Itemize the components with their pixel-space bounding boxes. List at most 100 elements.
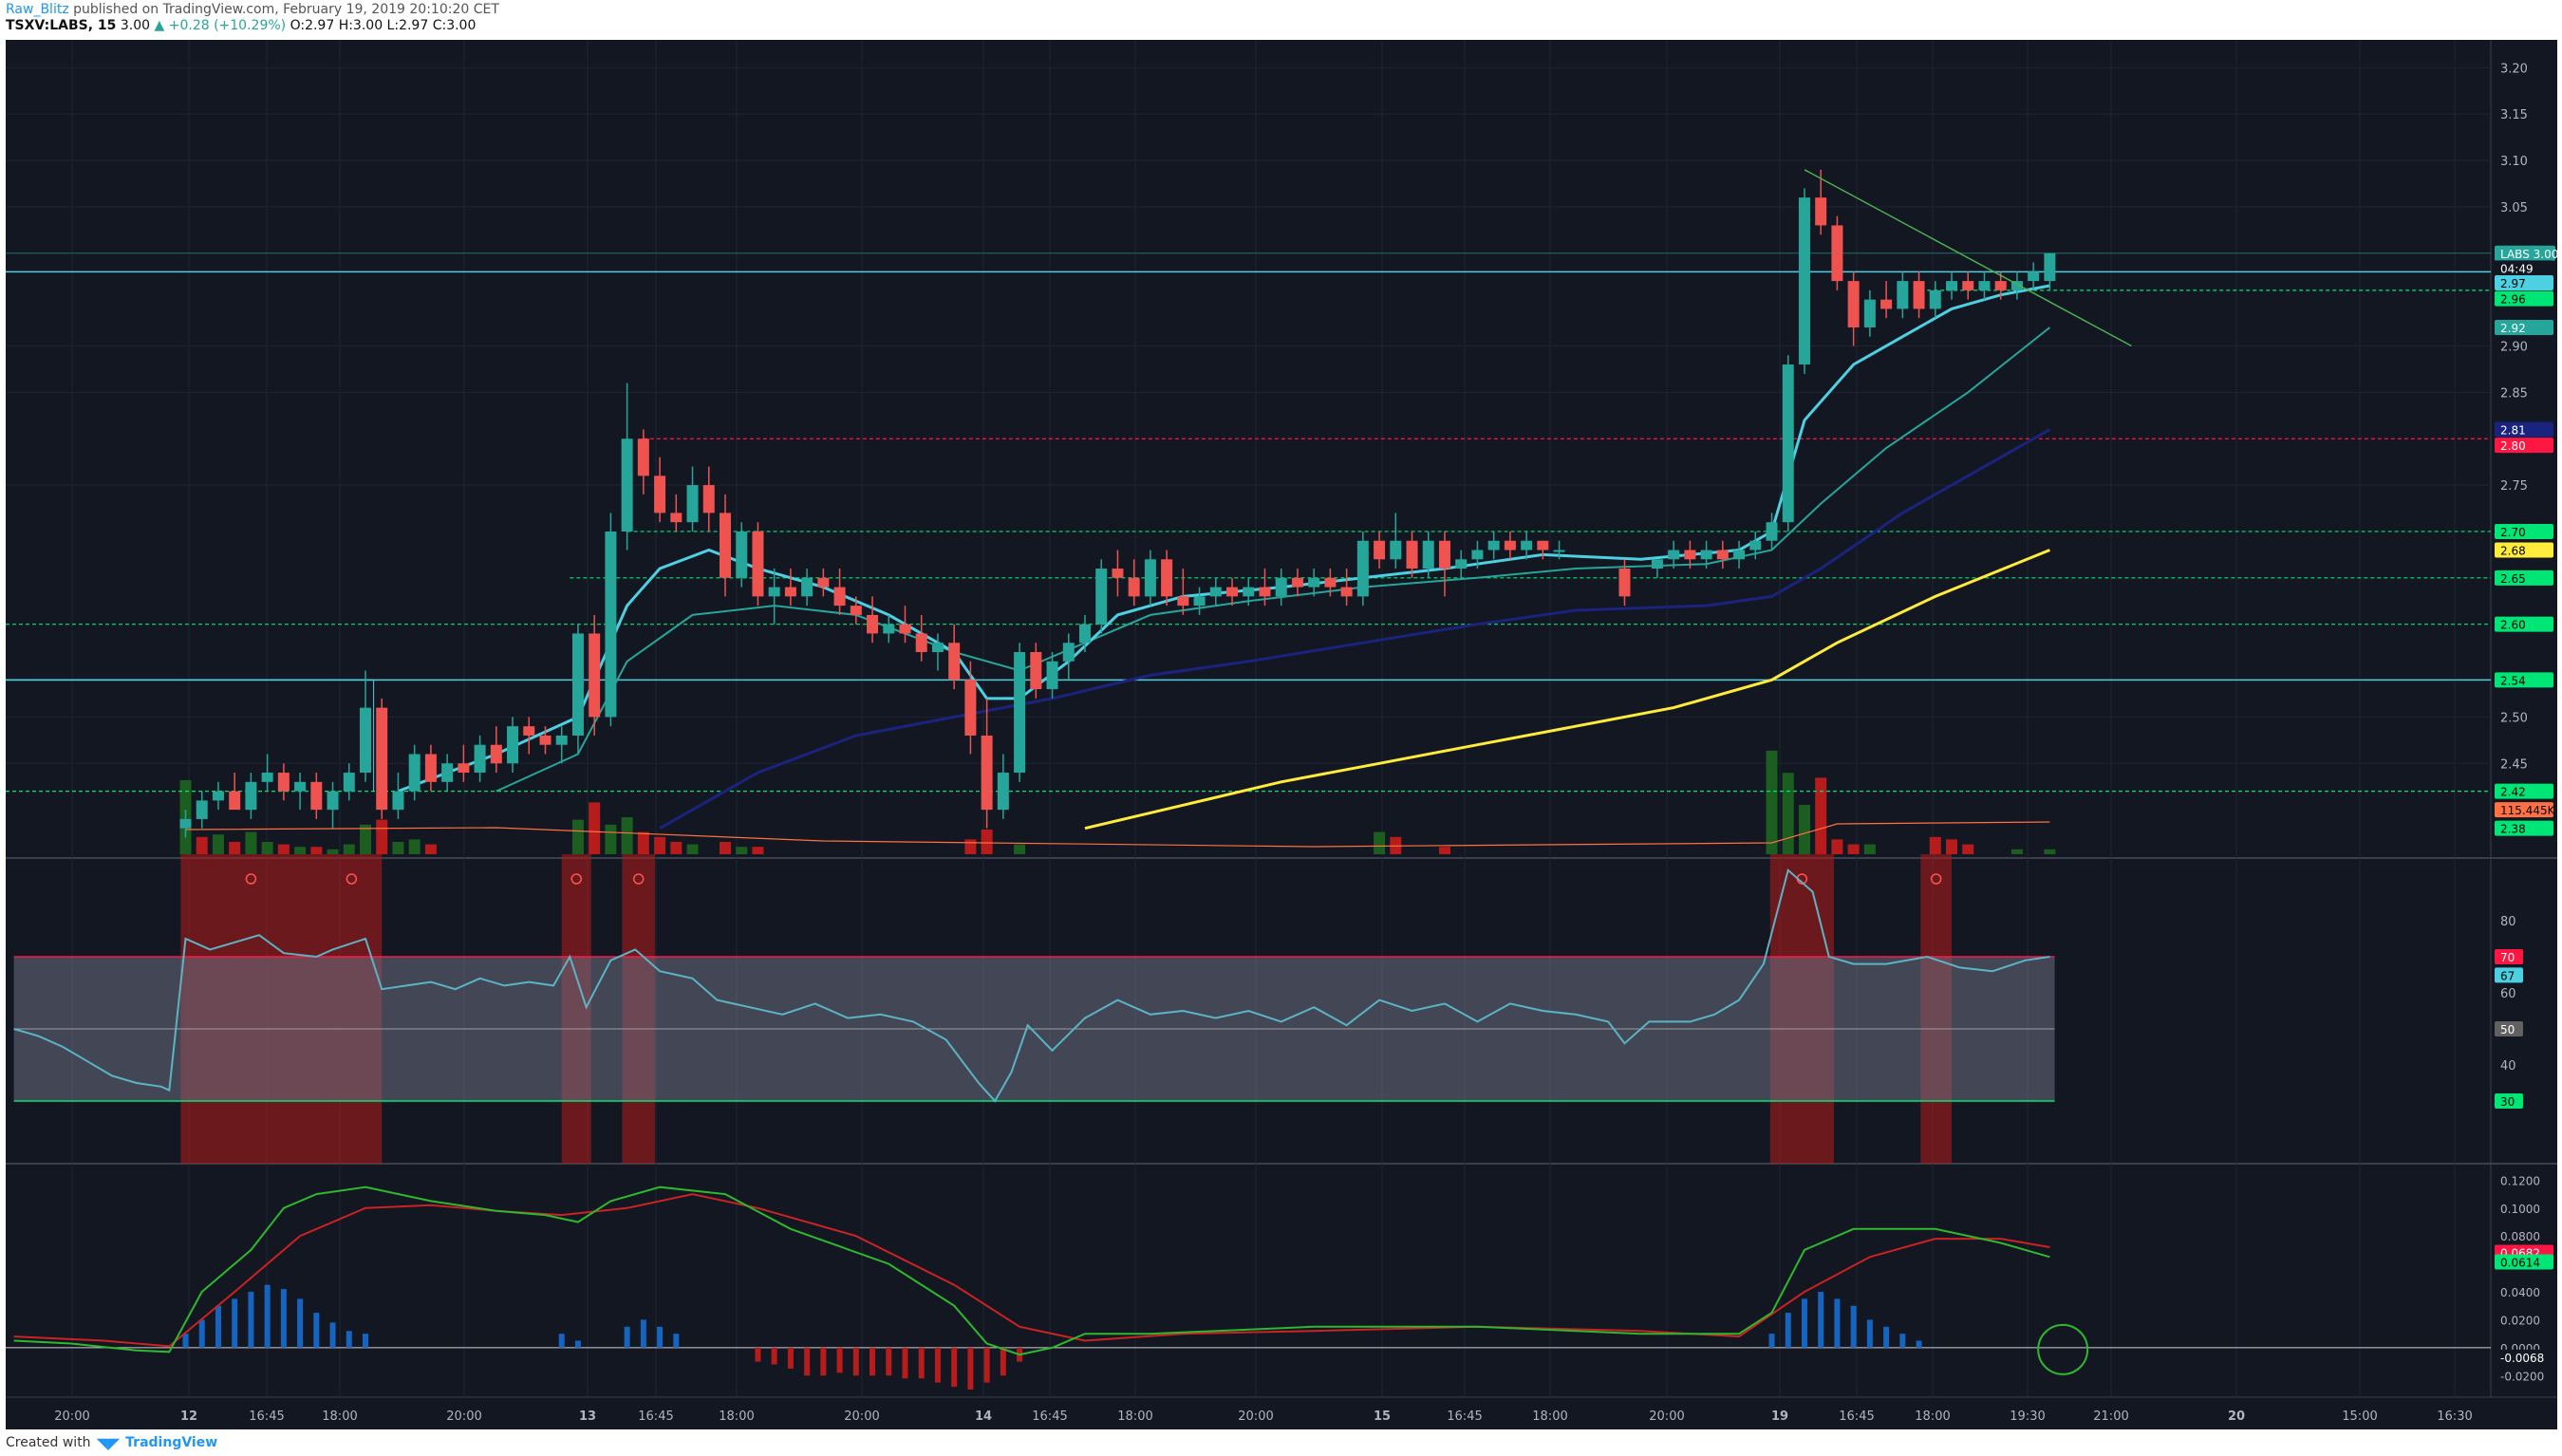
time-tick-label: 19:30: [2010, 1409, 2045, 1424]
time-tick-label: 15: [1374, 1409, 1391, 1424]
time-tick-label: 16:45: [249, 1409, 284, 1424]
candle-body: [1144, 559, 1156, 597]
volume-bar: [261, 842, 273, 854]
time-tick-label: 12: [180, 1409, 197, 1424]
candle-body: [1014, 652, 1026, 774]
macd-histogram-bar: [820, 1347, 827, 1376]
volume-bar: [605, 824, 617, 854]
price-tick-label: 2.90: [2500, 341, 2528, 355]
volume-bar: [1766, 750, 1778, 854]
macd-histogram-bar: [951, 1347, 958, 1388]
candle-body: [1390, 540, 1402, 560]
candle-body: [2010, 281, 2023, 290]
time-tick-label: 20:00: [54, 1409, 89, 1424]
volume-bar: [2010, 849, 2023, 854]
ohlc-values: O:2.97 H:3.00 L:2.97 C:3.00: [290, 18, 477, 33]
time-tick-label: 19: [1771, 1409, 1788, 1424]
candle-body: [1946, 281, 1958, 290]
candle-body: [1668, 550, 1680, 560]
price-tag: [2495, 438, 2553, 454]
candle-body: [1275, 577, 1287, 597]
price-tag-label: 2.96: [2500, 293, 2526, 307]
macd-histogram-bar: [804, 1347, 811, 1376]
candle-body: [1324, 577, 1337, 588]
candle-body: [1471, 550, 1484, 560]
candle-body: [1487, 540, 1500, 551]
candle-body: [931, 643, 944, 652]
candle-body: [1749, 540, 1762, 551]
candle-body: [1962, 281, 1974, 290]
macd-histogram-bar: [574, 1340, 581, 1348]
macd-signal-line: [13, 1193, 2050, 1348]
candle-body: [1929, 289, 1941, 309]
volume-bar: [1831, 839, 1843, 854]
time-tick-label: 18:00: [1532, 1409, 1567, 1424]
volume-bar: [752, 847, 764, 854]
volume-bar: [245, 831, 257, 854]
candle-body: [1618, 569, 1631, 597]
candle-body: [523, 726, 535, 736]
tradingview-brand[interactable]: TradingView: [125, 1435, 218, 1450]
candle-body: [196, 800, 208, 819]
candle-body: [310, 781, 323, 811]
rsi-tag: [2495, 949, 2523, 964]
rsi-tag-label: 30: [2500, 1095, 2515, 1109]
candle-body: [343, 773, 355, 792]
macd-histogram-bar: [280, 1289, 287, 1348]
time-tick-label: 16:45: [1032, 1409, 1067, 1424]
price-tick-label: 3.10: [2500, 155, 2528, 169]
volume-bar: [654, 836, 666, 854]
candle-body: [915, 633, 927, 652]
volume-bar: [408, 839, 421, 854]
candle-body: [670, 513, 683, 523]
candle-body: [981, 735, 993, 811]
macd-tag-label: -0.0068: [2500, 1352, 2544, 1365]
candle-body: [1193, 596, 1206, 607]
candle-body: [1438, 540, 1450, 569]
candle-body: [997, 773, 1009, 811]
volume-bar: [981, 830, 993, 854]
candle-body: [458, 763, 470, 774]
candle-body: [179, 818, 192, 829]
rsi-tag-label: 67: [2500, 969, 2515, 982]
candle-body: [1128, 577, 1140, 597]
price-tag-label: 2.54: [2500, 674, 2526, 687]
time-tick-label: 16:45: [1447, 1409, 1482, 1424]
candle-body: [736, 531, 748, 578]
candle-body: [752, 531, 764, 597]
candle-body: [1897, 281, 1909, 309]
candle-body: [1422, 540, 1434, 569]
rsi-tag: [2495, 1021, 2523, 1036]
volume-bar: [327, 849, 339, 854]
macd-histogram-bar: [1850, 1305, 1857, 1348]
chart-canvas[interactable]: 3.20 3.15 3.10 3.05 2.90 2.85 2.75 2.50 2.45 LABS…: [6, 40, 2557, 1429]
symbol-info: TSXV:LABS, 15 3.00 ▲ +0.28 (+10.29%) O:2…: [6, 18, 1335, 34]
author-link[interactable]: Raw_Blitz: [6, 2, 69, 17]
highlight-circle: [2037, 1323, 2089, 1375]
candle-body: [702, 485, 715, 513]
candle-body: [490, 744, 502, 764]
volume-bar: [719, 842, 731, 854]
candle-body: [212, 791, 224, 801]
candle-body: [1161, 559, 1173, 597]
candle-body: [686, 485, 699, 523]
candle-body: [1913, 281, 1925, 309]
candle-body: [1782, 364, 1794, 523]
rsi-tag-label: 50: [2500, 1023, 2515, 1036]
macd-tick-label: -0.0200: [2500, 1370, 2544, 1383]
candle-body: [408, 754, 421, 792]
macd-histogram-bar: [264, 1284, 271, 1348]
volume-bar: [294, 847, 307, 854]
price-tag: [2495, 802, 2553, 818]
price-tick-label: 2.85: [2500, 386, 2528, 401]
candle-body: [1553, 550, 1565, 552]
price-change: +0.28 (+10.29%): [168, 18, 287, 33]
volume-bar: [392, 842, 404, 854]
volume-bar: [212, 834, 224, 854]
price-tag: [2495, 260, 2553, 276]
macd-tick-label: 0.0200: [2500, 1314, 2540, 1327]
macd-tick-label: 0.0800: [2500, 1230, 2540, 1243]
price-tag: [2495, 542, 2553, 558]
macd-histogram-bar: [1866, 1319, 1873, 1348]
price-tick-label: 2.45: [2500, 757, 2528, 772]
